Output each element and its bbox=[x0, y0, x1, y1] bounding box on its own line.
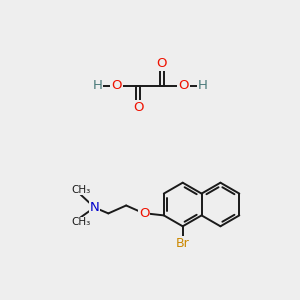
Text: Br: Br bbox=[176, 237, 190, 250]
Text: O: O bbox=[178, 79, 189, 92]
Text: O: O bbox=[139, 207, 149, 220]
Text: O: O bbox=[157, 57, 167, 70]
Text: CH₃: CH₃ bbox=[71, 184, 90, 195]
Text: H: H bbox=[198, 79, 207, 92]
Text: O: O bbox=[133, 101, 143, 114]
Text: H: H bbox=[93, 79, 102, 92]
Text: O: O bbox=[111, 79, 122, 92]
Text: N: N bbox=[90, 201, 99, 214]
Text: CH₃: CH₃ bbox=[71, 217, 90, 227]
